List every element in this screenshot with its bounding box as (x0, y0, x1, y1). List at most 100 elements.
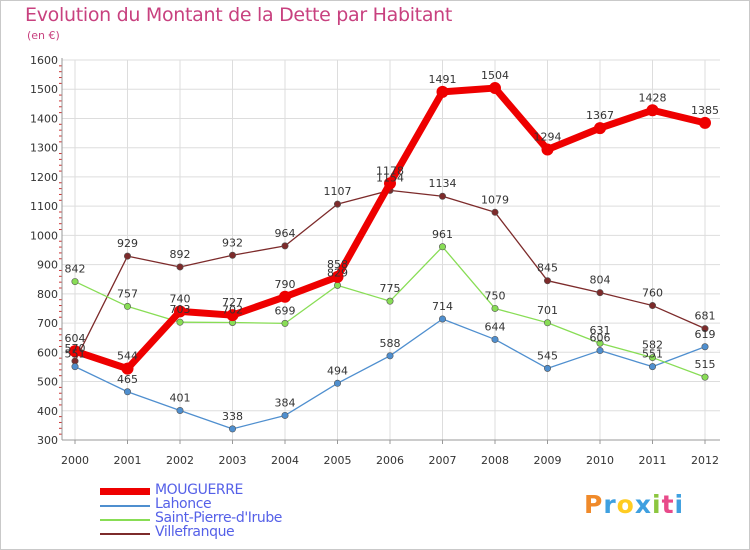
data-label: 961 (432, 228, 453, 241)
data-point (281, 242, 289, 250)
chart-subtitle: (en €) (27, 29, 60, 42)
data-point (69, 345, 81, 358)
y-tick-label: 900 (37, 259, 58, 272)
data-label: 588 (380, 337, 401, 350)
data-point (701, 373, 709, 381)
data-label: 702 (222, 303, 243, 316)
brand-letter: x (634, 490, 652, 519)
data-point (226, 309, 239, 322)
data-label: 892 (170, 248, 191, 261)
data-label: 1385 (691, 104, 719, 117)
y-tick-label: 1200 (30, 171, 58, 184)
brand-letter: r (603, 490, 617, 519)
data-label: 964 (275, 227, 296, 240)
data-point (71, 363, 79, 371)
data-label: 932 (222, 236, 243, 249)
data-point (281, 319, 289, 327)
brand-logo: Proxiti (584, 490, 684, 519)
x-tick-label: 2003 (219, 454, 247, 467)
data-label: 740 (170, 292, 191, 305)
data-point (386, 297, 394, 305)
y-tick-label: 500 (37, 376, 58, 389)
x-tick-label: 2007 (429, 454, 457, 467)
y-tick-label: 1500 (30, 83, 58, 96)
brand-letter: P (584, 490, 604, 519)
data-label: 384 (275, 396, 296, 409)
data-point (331, 270, 344, 283)
legend-swatch (100, 505, 150, 507)
data-point (281, 411, 289, 419)
data-point (596, 339, 604, 347)
data-label: 619 (695, 328, 716, 341)
data-point (646, 104, 659, 117)
data-label: 714 (432, 300, 453, 313)
brand-letter: o (616, 490, 635, 519)
data-label: 1178 (376, 164, 404, 177)
y-tick-label: 1400 (30, 112, 58, 125)
data-point (121, 362, 134, 375)
data-point (71, 278, 79, 286)
legend-swatch (100, 533, 150, 535)
data-point (648, 302, 656, 310)
legend-label: Saint-Pierre-d'Irube (155, 510, 283, 526)
data-point (436, 85, 449, 98)
data-point (333, 379, 341, 387)
data-label: 338 (222, 410, 243, 423)
data-label: 582 (642, 339, 663, 352)
x-tick-label: 2010 (586, 454, 614, 467)
data-point (333, 200, 341, 208)
data-point (279, 290, 291, 303)
data-point (543, 364, 551, 372)
y-tick-label: 800 (37, 288, 58, 301)
plot-area (62, 60, 720, 440)
chart-title: Evolution du Montant de la Dette par Hab… (25, 4, 453, 26)
data-point (176, 263, 184, 271)
data-label: 699 (275, 304, 296, 317)
y-tick-label: 300 (37, 434, 58, 447)
data-label: 804 (590, 274, 611, 287)
data-point (438, 192, 446, 200)
data-label: 1294 (534, 130, 562, 143)
data-label: 1079 (481, 193, 509, 206)
data-point (124, 302, 132, 310)
data-point (699, 116, 711, 129)
data-point (124, 252, 132, 260)
data-point (333, 281, 341, 289)
data-label: 842 (65, 263, 86, 276)
data-label: 606 (590, 332, 611, 345)
data-label: 760 (642, 287, 663, 300)
data-point (596, 347, 604, 355)
data-label: 701 (537, 304, 558, 317)
chart-legend: MOUGUERRE Lahonce Saint-Pierre-d'Irube Vill… (100, 482, 400, 540)
brand-letter: i (652, 490, 662, 519)
data-label: 858 (327, 258, 348, 271)
data-label: 1367 (586, 109, 614, 122)
data-point (438, 243, 446, 251)
data-point (229, 425, 237, 433)
x-tick-label: 2002 (166, 454, 194, 467)
y-tick-label: 600 (37, 346, 58, 359)
data-point (384, 177, 396, 190)
data-point (701, 343, 709, 351)
data-point (648, 363, 656, 371)
brand-letter: t (661, 490, 675, 519)
data-point (543, 277, 551, 285)
x-tick-label: 2012 (691, 454, 719, 467)
y-tick-label: 400 (37, 405, 58, 418)
data-label: 570 (65, 342, 86, 355)
data-label: 1491 (429, 73, 457, 86)
data-label: 401 (170, 391, 191, 404)
data-label: 644 (485, 320, 506, 333)
data-label: 775 (380, 282, 401, 295)
data-point (438, 315, 446, 323)
data-label: 1428 (639, 91, 667, 104)
x-tick-label: 2009 (534, 454, 562, 467)
data-label: 929 (117, 237, 138, 250)
data-point (491, 304, 499, 312)
data-point (229, 251, 237, 259)
x-tick-label: 2006 (376, 454, 404, 467)
legend-label: MOUGUERRE (155, 482, 243, 498)
data-label: 1504 (481, 69, 509, 82)
data-label: 750 (485, 289, 506, 302)
